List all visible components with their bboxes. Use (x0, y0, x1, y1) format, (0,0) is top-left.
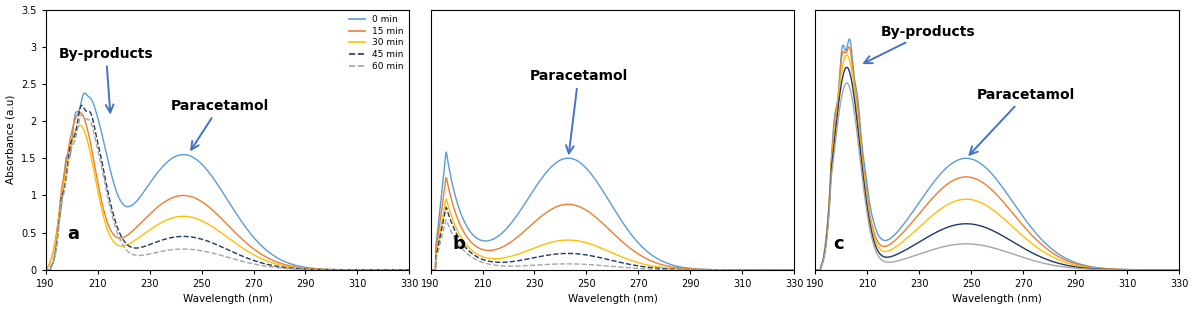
X-axis label: Wavelength (nm): Wavelength (nm) (953, 294, 1042, 304)
X-axis label: Wavelength (nm): Wavelength (nm) (567, 294, 658, 304)
Legend: 0 min, 15 min, 30 min, 45 min, 60 min: 0 min, 15 min, 30 min, 45 min, 60 min (345, 11, 407, 74)
X-axis label: Wavelength (nm): Wavelength (nm) (183, 294, 272, 304)
Text: c: c (833, 235, 844, 253)
Text: Paracetamol: Paracetamol (529, 69, 628, 153)
Text: b: b (453, 235, 466, 253)
Text: Paracetamol: Paracetamol (171, 99, 269, 150)
Text: Paracetamol: Paracetamol (970, 88, 1075, 155)
Text: a: a (68, 225, 80, 243)
Y-axis label: Absorbance (a.u): Absorbance (a.u) (6, 95, 16, 184)
Text: By-products: By-products (59, 47, 153, 113)
Text: By-products: By-products (864, 24, 975, 63)
